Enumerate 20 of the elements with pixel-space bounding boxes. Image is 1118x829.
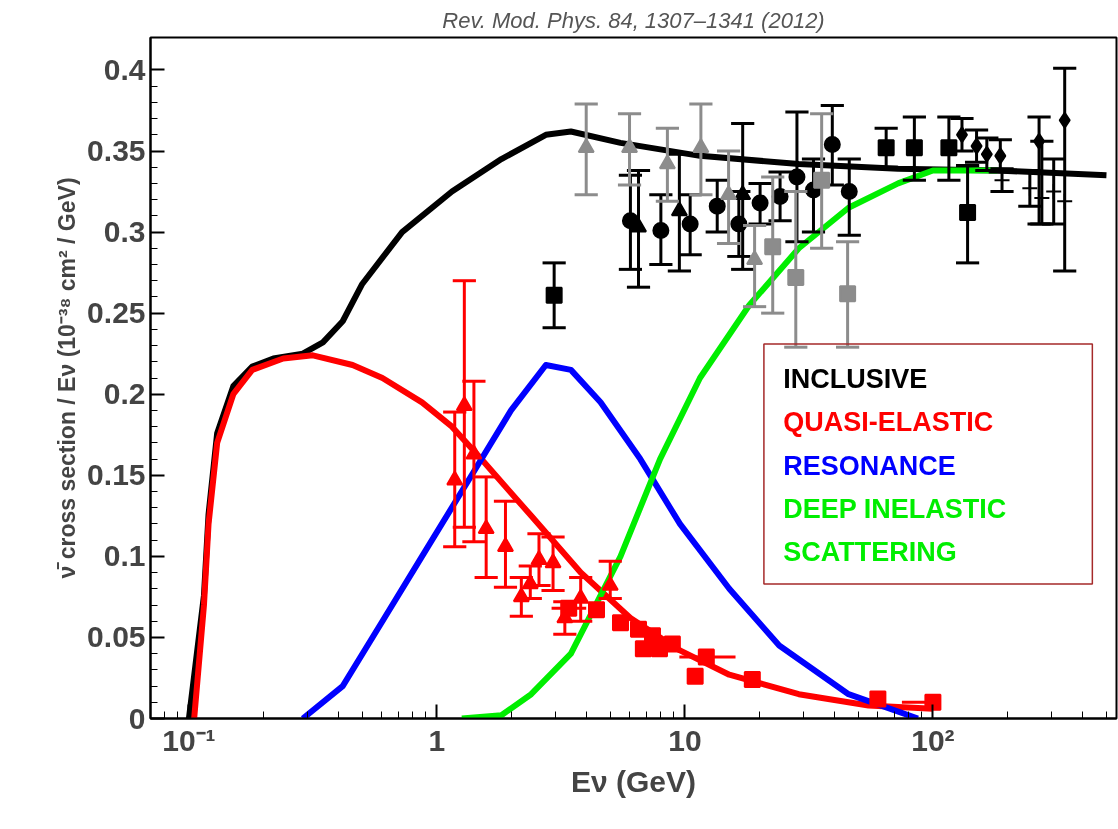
y-tick-label: 0.35 (87, 134, 146, 167)
x-tick-label: 1 (428, 723, 446, 757)
y-axis-title: ν̄ cross section / Eν (10⁻³⁸ cm² / GeV) (54, 177, 81, 579)
x-tick-label: 10² (911, 723, 955, 757)
y-tick-label: 0.15 (87, 458, 146, 492)
text: INCLUSIVE (783, 364, 928, 395)
text: RESONANCE (783, 450, 956, 481)
x-axis-title: Eν (GeV) (570, 764, 697, 798)
x-tick-label: 10⁻¹ (162, 723, 216, 757)
text: DEEP INELASTIC SCATTERING (783, 493, 1007, 568)
text: QUASI-ELASTIC (783, 407, 994, 438)
x-tick-label: 10 (668, 723, 702, 757)
y-tick-label: 0.25 (87, 296, 146, 330)
y-tick-label: 0.4 (103, 52, 146, 86)
y-tick-label: 0.3 (103, 215, 146, 249)
y-tick-label: 0 (128, 701, 146, 735)
y-tick-label: 0.1 (103, 539, 146, 573)
y-tick-label: 0.2 (103, 377, 146, 411)
y-tick-label: 0.05 (87, 620, 146, 654)
text: Rev. Mod. Phys. 84, 1307–1341 (2012) (442, 7, 825, 33)
